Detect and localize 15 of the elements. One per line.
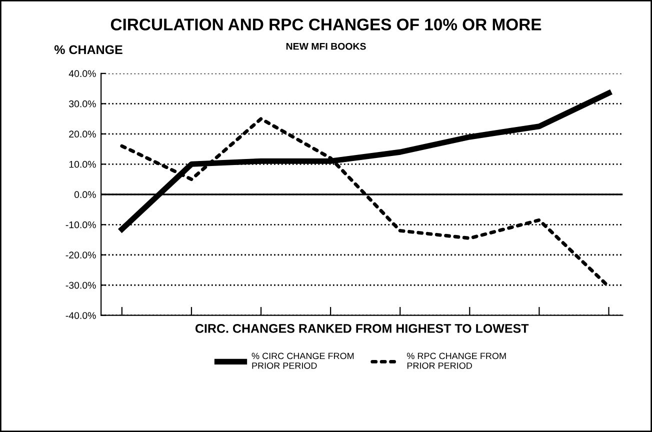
legend-label: % CIRC CHANGE FROM PRIOR PERIOD — [252, 352, 354, 369]
chart-title: CIRCULATION AND RPC CHANGES OF 10% OR MORE — [110, 18, 542, 30]
y-axis-title: % CHANGE — [54, 45, 122, 54]
y-tick-label: -40.0% — [66, 312, 96, 319]
y-tick-label: 40.0% — [68, 70, 96, 78]
legend-label: % RPC CHANGE FROM PRIOR PERIOD — [407, 352, 506, 369]
y-tick-label: 10.0% — [69, 160, 96, 168]
y-tick-label: -20.0% — [66, 252, 96, 258]
y-tick-label: -30.0% — [66, 282, 96, 289]
y-tick-label: 0.0% — [74, 191, 96, 198]
y-tick-label: 30.0% — [69, 100, 96, 108]
y-tick-label: 20.0% — [69, 130, 96, 138]
x-axis-title: CIRC. CHANGES RANKED FROM HIGHEST TO LOWEST — [195, 324, 529, 333]
y-tick-label: -10.0% — [66, 221, 96, 228]
chart-subtitle: NEW MFI BOOKS — [286, 42, 366, 50]
